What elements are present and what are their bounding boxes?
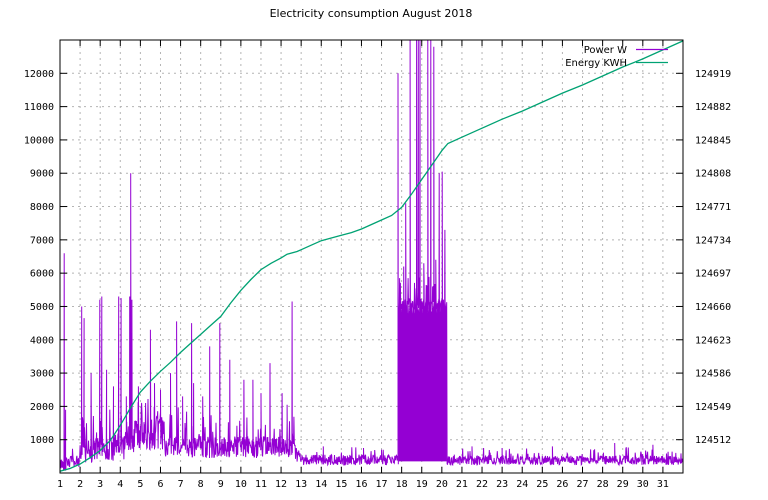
power-series-line (60, 40, 683, 471)
x-tick-label: 6 (157, 479, 163, 490)
x-tick-label: 31 (657, 479, 669, 490)
x-tick-label: 21 (456, 479, 468, 490)
x-tick-label: 17 (376, 479, 388, 490)
power-block-fill (398, 298, 447, 462)
plot-frame (59, 39, 684, 474)
y-left-tick-label: 3000 (30, 369, 54, 380)
x-tick-label: 1 (57, 479, 63, 490)
legend-label-energy: Energy KWH (565, 58, 627, 69)
x-tick-label: 19 (416, 479, 428, 490)
y-right-tick-label: 124919 (695, 69, 731, 80)
y-right-tick-label: 124697 (695, 269, 731, 280)
x-tick-label: 16 (355, 479, 367, 490)
y-right-tick-label: 124512 (695, 435, 731, 446)
x-tick-label: 8 (198, 479, 204, 490)
x-tick-label: 13 (295, 479, 307, 490)
grid-lines (60, 40, 683, 473)
y-right-tick-label: 124771 (695, 202, 731, 213)
x-tick-label: 25 (536, 479, 548, 490)
y-left-tick-label: 5000 (30, 302, 54, 313)
y-left-tick-label: 10000 (24, 135, 54, 146)
x-tick-label: 23 (496, 479, 508, 490)
y-left-tick-label: 6000 (30, 269, 54, 280)
x-tick-label: 28 (597, 479, 609, 490)
legend: Power W Energy KWH (565, 45, 668, 69)
energy-series-line (60, 40, 683, 472)
y-left-axis-labels: 1000 2000 3000 4000 5000 6000 7000 8000 9000 1000… (24, 69, 54, 446)
x-tick-label: 14 (315, 479, 327, 490)
x-tick-label: 22 (476, 479, 488, 490)
x-tick-label: 27 (576, 479, 588, 490)
legend-label-power: Power W (584, 45, 627, 56)
y-left-tick-label: 9000 (30, 169, 54, 180)
x-tick-label: 4 (117, 479, 123, 490)
x-tick-label: 24 (516, 479, 528, 490)
y-left-tick-label: 7000 (30, 235, 54, 246)
y-left-tick-label: 2000 (30, 402, 54, 413)
x-tick-label: 30 (637, 479, 649, 490)
y-left-tick-label: 11000 (24, 102, 54, 113)
x-tick-label: 10 (235, 479, 247, 490)
series-group (60, 40, 683, 472)
x-tick-label: 20 (436, 479, 448, 490)
y-left-tick-label: 4000 (30, 335, 54, 346)
y-right-tick-label: 124734 (695, 235, 731, 246)
x-tick-label: 18 (396, 479, 408, 490)
x-tick-label: 2 (77, 479, 83, 490)
x-tick-label: 7 (178, 479, 184, 490)
chart-title: Electricity consumption August 2018 (270, 7, 473, 20)
y-right-axis-labels: 124512 124549 124586 124623 124660 124697 1247… (695, 69, 731, 446)
x-tick-label: 11 (255, 479, 267, 490)
x-tick-label: 29 (617, 479, 629, 490)
y-right-tick-label: 124660 (695, 302, 731, 313)
y-right-tick-label: 124623 (695, 335, 731, 346)
x-tick-label: 5 (137, 479, 143, 490)
y-right-tick-label: 124549 (695, 402, 731, 413)
y-left-tick-label: 12000 (24, 69, 54, 80)
x-axis-labels: 1 2 3 4 5 6 7 8 9 10 11 12 13 14 15 16 17 18 19 20 21 22 23 24 2… (57, 479, 669, 490)
axis-ticks (59, 40, 683, 473)
y-left-tick-label: 8000 (30, 202, 54, 213)
y-right-tick-label: 124808 (695, 169, 731, 180)
x-tick-label: 15 (335, 479, 347, 490)
x-tick-label: 26 (556, 479, 568, 490)
x-tick-label: 3 (97, 479, 103, 490)
y-right-tick-label: 124882 (695, 102, 731, 113)
y-left-tick-label: 1000 (30, 435, 54, 446)
y-right-tick-label: 124586 (695, 369, 731, 380)
x-tick-label: 9 (218, 479, 224, 490)
x-tick-label: 12 (275, 479, 287, 490)
y-right-tick-label: 124845 (695, 135, 731, 146)
